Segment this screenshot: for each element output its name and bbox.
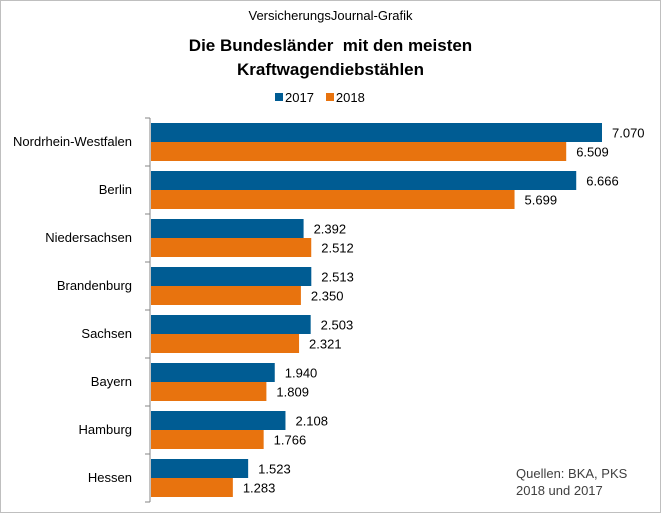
data-label-2017: 2.503 <box>321 318 354 333</box>
data-label-2018: 6.509 <box>576 145 609 160</box>
bar-2018 <box>151 238 312 257</box>
data-label-2018: 5.699 <box>525 193 558 208</box>
legend-label-2018: 2018 <box>335 89 365 105</box>
bar-2018 <box>151 430 264 449</box>
data-label-2017: 1.523 <box>258 462 291 477</box>
data-label-2017: 7.070 <box>612 126 645 141</box>
bar-2018 <box>151 382 267 401</box>
bar-2018 <box>151 334 300 353</box>
source-credit-line1: Quellen: BKA, PKS <box>516 466 628 481</box>
legend-entry-2018: 2018 <box>325 89 365 105</box>
data-label-2017: 2.513 <box>321 270 354 285</box>
bar-2017 <box>151 123 602 142</box>
data-label-2017: 2.392 <box>314 222 347 237</box>
bar-2018 <box>151 142 567 161</box>
legend-label-2017: 2017 <box>285 89 314 105</box>
category-label: Niedersachsen <box>45 230 132 245</box>
category-label: Hessen <box>88 470 132 485</box>
data-label-2018: 1.809 <box>276 385 309 400</box>
data-label-2018: 2.512 <box>321 241 354 256</box>
source-label: VersicherungsJournal-Grafik <box>248 8 413 23</box>
bar-2018 <box>151 190 515 209</box>
chart-title-line2: Kraftwagendiebstählen <box>236 60 425 79</box>
legend-swatch-2018 <box>325 93 334 101</box>
bar-2017 <box>151 411 286 430</box>
category-label: Nordrhein-Westfalen <box>13 134 132 149</box>
category-label: Hamburg <box>79 422 132 437</box>
data-label-2017: 6.666 <box>586 174 619 189</box>
data-label-2018: 1.283 <box>243 481 276 496</box>
data-label-2018: 2.350 <box>311 289 344 304</box>
category-label: Sachsen <box>81 326 132 341</box>
chart-title: Die Bundesländer mit den meisten Kraftwa… <box>0 34 661 82</box>
bar-2018 <box>151 286 301 305</box>
legend-entry-2017: 2017 <box>275 90 314 105</box>
bar-2017 <box>151 315 311 334</box>
legend-swatch-2017 <box>275 93 283 101</box>
bar-2017 <box>151 459 249 478</box>
category-label: Brandenburg <box>57 278 132 293</box>
data-label-2018: 2.321 <box>309 337 342 352</box>
category-label: Bayern <box>91 374 132 389</box>
data-label-2017: 1.940 <box>285 366 318 381</box>
legend: 2017 2018 <box>275 88 377 106</box>
data-label-2018: 1.766 <box>274 433 307 448</box>
category-label: Berlin <box>99 182 132 197</box>
bar-2017 <box>151 363 275 382</box>
bar-2017 <box>151 171 577 190</box>
bar-2018 <box>151 478 233 497</box>
bar-2017 <box>151 267 312 286</box>
data-label-2017: 2.108 <box>295 414 328 429</box>
source-credit: Quellen: BKA, PKS 2018 und 2017 <box>516 465 627 499</box>
source-credit-line2: 2018 und 2017 <box>516 483 603 498</box>
chart-title-line1: Die Bundesländer mit den meisten <box>188 36 473 55</box>
bar-2017 <box>151 219 304 238</box>
